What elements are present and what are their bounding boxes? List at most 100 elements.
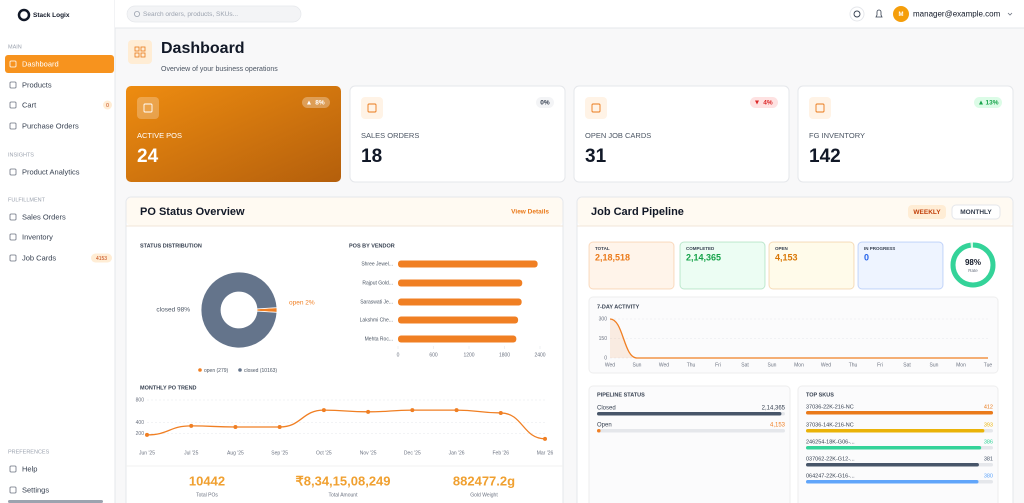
bar <box>597 429 601 433</box>
line-point <box>498 410 503 415</box>
line-point <box>145 432 149 437</box>
x-tick-label: Wed <box>659 362 669 368</box>
nav-item[interactable]: Products <box>22 80 52 89</box>
nav-icon <box>9 60 17 68</box>
kpi-change-badge <box>536 97 554 108</box>
bar <box>597 412 782 416</box>
x-tick-label: 1800 <box>499 352 510 358</box>
sku-value: 380 <box>984 473 993 479</box>
bar <box>806 429 985 433</box>
nav-icon <box>9 465 17 473</box>
nav-item[interactable]: Dashboard <box>22 59 59 68</box>
nav-item[interactable]: Settings <box>22 485 49 494</box>
chart-title: MONTHLY PO TREND <box>140 385 197 391</box>
sku-name: 37036-22K-216-NC <box>806 404 854 410</box>
skus-box <box>797 385 999 503</box>
kpi-icon-box <box>585 97 607 119</box>
x-tick-label: Wed <box>821 362 831 368</box>
y-tick-label: 800 <box>136 397 145 403</box>
kpi-value: 31 <box>585 146 607 167</box>
kpi-value: 142 <box>809 146 841 167</box>
header-icon <box>140 46 146 52</box>
search-placeholder: Search orders, products, SKUs... <box>143 11 238 18</box>
x-tick-label: Tue <box>984 362 993 368</box>
panel-header <box>126 197 563 226</box>
kpi-label: OPEN JOB CARDS <box>585 131 651 140</box>
kpi-change: 0% <box>540 100 550 107</box>
kpi-label: SALES ORDERS <box>361 131 419 140</box>
x-tick-label: Dec '25 <box>404 450 421 456</box>
nav-item-active[interactable] <box>5 55 114 73</box>
x-tick-label: Mar '26 <box>537 450 554 456</box>
user-email[interactable]: manager@example.com <box>913 10 1001 19</box>
kpi-icon <box>591 103 601 113</box>
sidebar-section-title: FULFILLMENT <box>8 197 46 203</box>
x-tick-label: Fri <box>877 362 883 368</box>
tab-label: WEEKLY <box>913 209 941 216</box>
stat-card-label: IN PROGRESS <box>864 246 895 251</box>
x-tick-label: Sat <box>903 362 911 368</box>
x-tick-label: 1200 <box>463 352 474 358</box>
kpi-icon <box>143 103 153 113</box>
theme-button[interactable] <box>849 6 865 22</box>
bar <box>398 298 522 306</box>
nav-badge <box>91 253 112 263</box>
x-tick-label: Thu <box>849 362 858 368</box>
stat-card-label: OPEN <box>775 246 788 251</box>
legend-entry: closed (10163) <box>244 368 277 374</box>
search-icon <box>133 10 140 17</box>
x-tick-label: Jan '26 <box>449 450 465 456</box>
notification-icon[interactable] <box>875 9 883 18</box>
pipeline-box <box>588 385 791 503</box>
sidebar-section-title: MAIN <box>8 44 22 50</box>
stat-label: Gold Weight <box>470 492 498 498</box>
kpi-trend-arrow <box>307 100 311 105</box>
kpi-icon-box <box>809 97 831 119</box>
sidebar-section-title: PREFERENCES <box>8 449 50 455</box>
stat-card-label: TOTAL <box>595 246 610 251</box>
y-tick-label: Mehta Roc... <box>365 336 393 342</box>
donut-label: open 2% <box>289 300 315 307</box>
x-tick-label: Mon <box>794 362 804 368</box>
kpi-card <box>797 85 1014 183</box>
x-tick-label: Sun <box>633 362 642 368</box>
kpi-value: 18 <box>361 146 382 167</box>
x-tick-label: Nov '25 <box>360 450 377 456</box>
nav-item[interactable]: Help <box>22 464 37 473</box>
legend-entry: open (279) <box>204 368 229 374</box>
nav-item[interactable]: Purchase Orders <box>22 121 79 130</box>
legend-dot <box>238 368 242 372</box>
sku-value: 386 <box>984 439 993 445</box>
user-avatar[interactable] <box>893 6 909 22</box>
stat-card-value: 0 <box>864 252 869 262</box>
line-point <box>454 408 459 413</box>
nav-item[interactable]: Product Analytics <box>22 167 80 176</box>
nav-icon <box>9 168 17 176</box>
nav-icon <box>9 233 17 241</box>
x-tick-label: 600 <box>429 352 438 358</box>
pipeline-value: 4,153 <box>770 423 786 429</box>
sidebar-section-title: INSIGHTS <box>8 152 34 158</box>
kpi-trend-arrow <box>979 100 983 105</box>
nav-item[interactable]: Sales Orders <box>22 212 66 221</box>
bar <box>806 463 979 467</box>
search-box[interactable] <box>126 5 302 23</box>
box-title: PIPELINE STATUS <box>597 392 645 398</box>
tab[interactable] <box>908 205 946 219</box>
line-point <box>410 408 415 413</box>
y-tick-label: 300 <box>599 316 608 322</box>
nav-item[interactable]: Inventory <box>22 232 53 241</box>
pipeline-value: 2,14,365 <box>762 406 786 412</box>
stat-card-value: 4,153 <box>775 252 798 262</box>
view-details-link[interactable]: View Details <box>511 209 549 216</box>
kpi-icon <box>815 103 825 113</box>
sidebar <box>0 0 115 503</box>
stat-value: 882477.2g <box>453 473 515 488</box>
nav-item[interactable]: Job Cards <box>22 253 56 262</box>
kpi-icon <box>367 103 377 113</box>
tab[interactable] <box>951 204 1001 220</box>
line-series <box>609 318 988 359</box>
nav-item[interactable]: Cart <box>22 100 37 109</box>
stat-card <box>679 241 766 290</box>
